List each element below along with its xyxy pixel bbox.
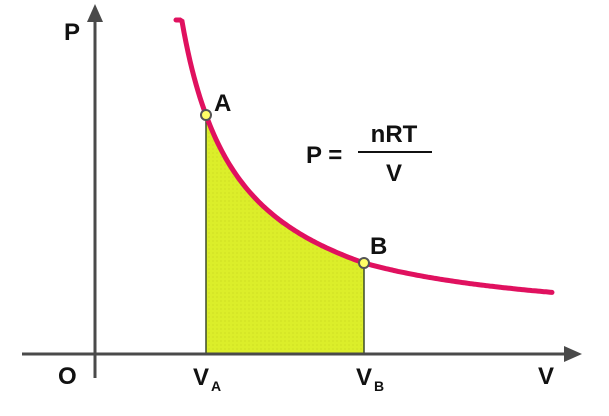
x-axis-arrow [564, 346, 582, 362]
point-b-label: B [370, 233, 387, 260]
axis-y-label: P [64, 19, 80, 46]
work-area-fill [206, 115, 364, 354]
point-a-marker [200, 109, 212, 121]
point-b-marker [358, 257, 370, 269]
axis-x-label: V [538, 363, 554, 390]
tick-vb-sub: B [374, 378, 384, 394]
point-a-label: A [214, 90, 231, 117]
tick-va-sub: A [211, 378, 221, 394]
y-axis-arrow [87, 4, 103, 22]
tick-vb-main: V [356, 364, 372, 391]
equation-numerator: nRT [371, 121, 418, 148]
tick-va-main: V [193, 364, 209, 391]
equation-lhs: P = [306, 142, 342, 169]
origin-label: O [58, 363, 77, 390]
equation-denominator: V [386, 160, 402, 187]
